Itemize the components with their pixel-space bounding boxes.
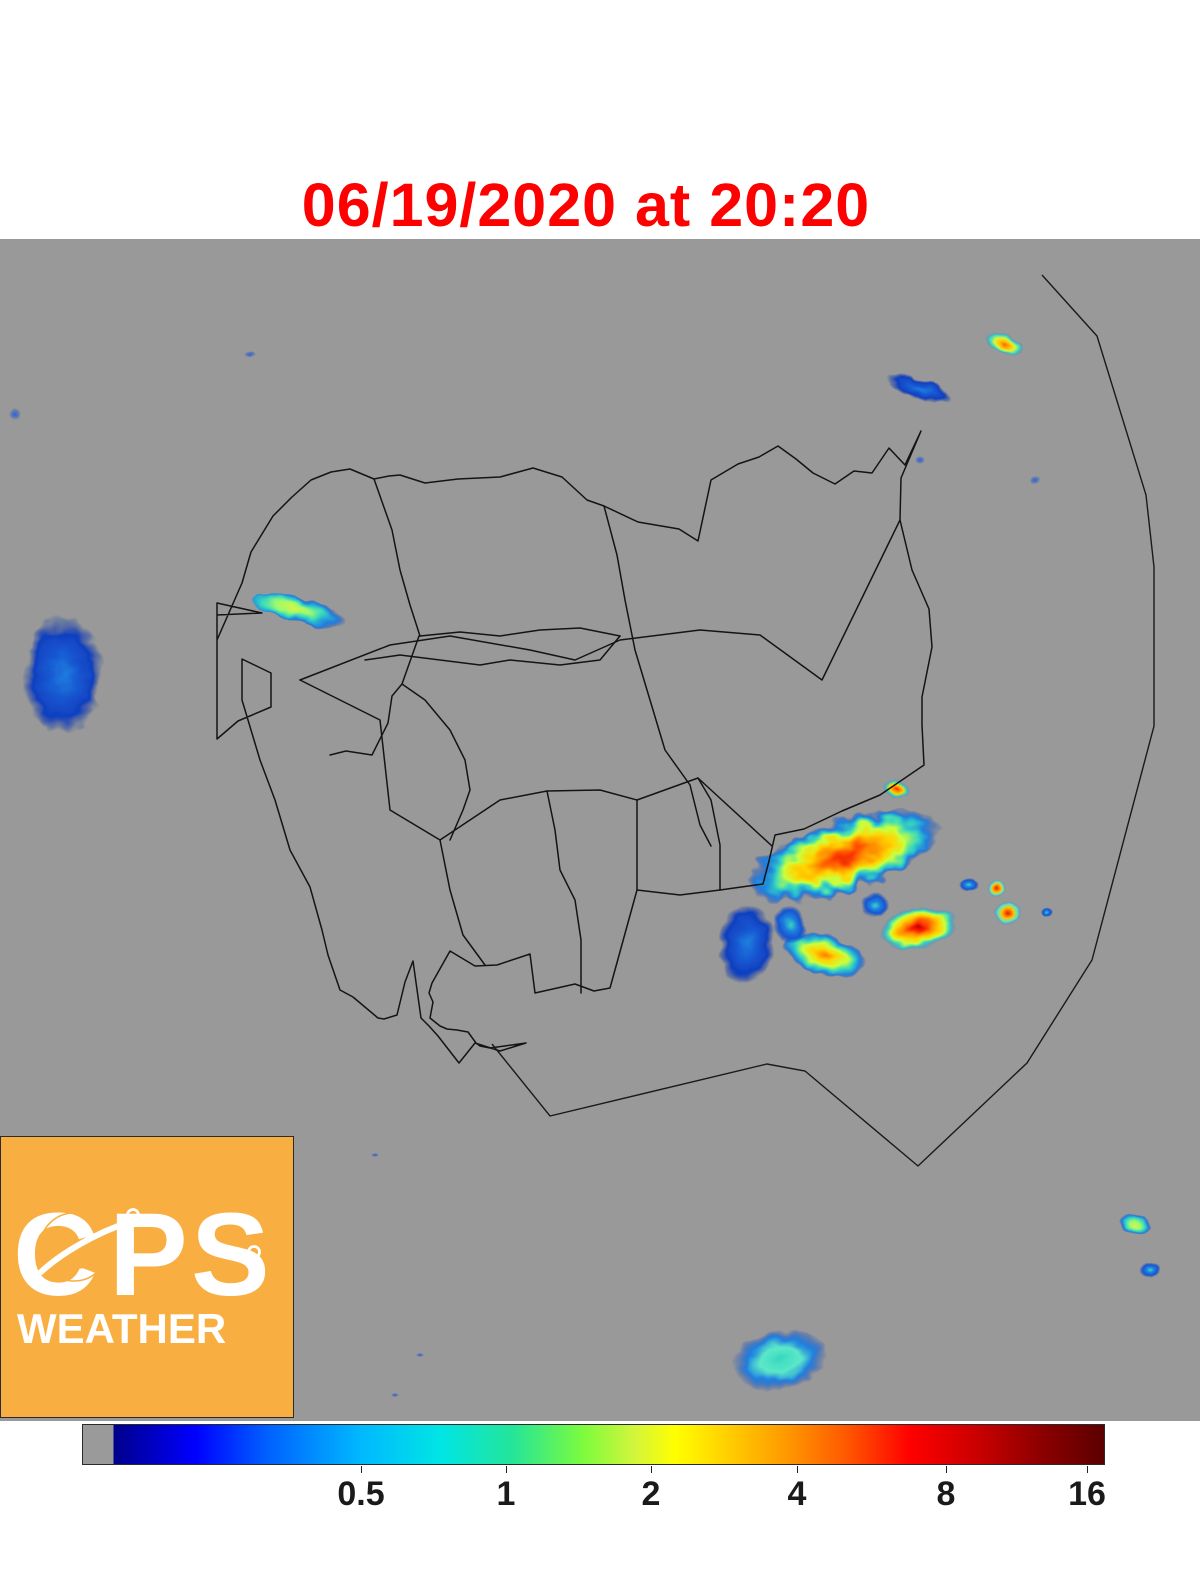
svg-text:C: C [13, 1189, 95, 1321]
svg-text:S: S [191, 1189, 266, 1321]
svg-text:P: P [109, 1189, 184, 1321]
svg-text:WEATHER: WEATHER [17, 1305, 226, 1352]
